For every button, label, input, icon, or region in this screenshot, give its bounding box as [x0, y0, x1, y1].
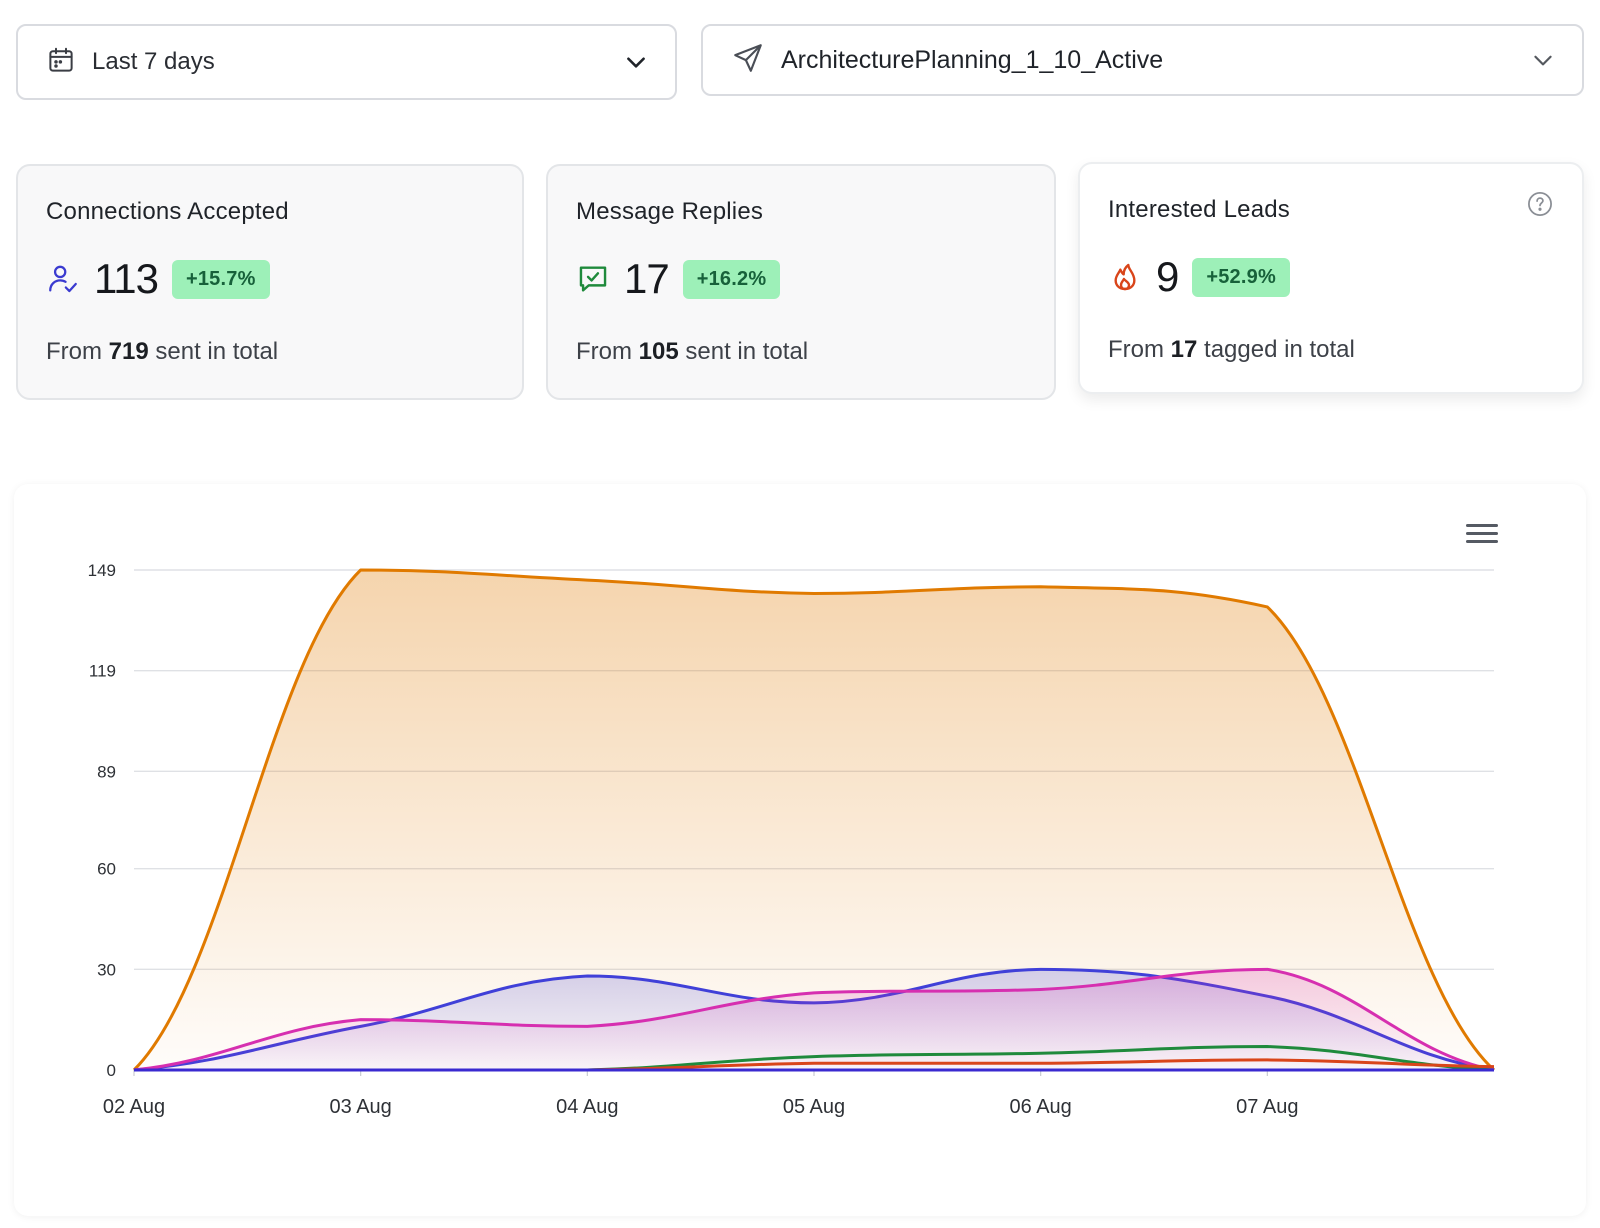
chart-menu-button[interactable] — [1466, 524, 1498, 552]
x-tick-label: 02 Aug — [103, 1096, 165, 1118]
campaign-select[interactable]: ArchitecturePlanning_1_10_Active — [701, 24, 1584, 96]
card-footnote: From 17 tagged in total — [1108, 336, 1355, 363]
x-tick-label: 07 Aug — [1236, 1096, 1298, 1118]
y-tick-label: 149 — [88, 561, 116, 580]
change-badge: +15.7% — [171, 259, 270, 299]
card-title: Message Replies — [576, 198, 764, 225]
series-line — [133, 967, 1495, 1072]
send-icon — [731, 41, 765, 80]
card-title: Interested Leads — [1108, 196, 1290, 223]
date-range-select[interactable]: Last 7 days — [16, 24, 677, 100]
message-check-icon — [576, 262, 610, 296]
flame-icon — [1108, 260, 1142, 294]
x-tick-label: 04 Aug — [556, 1096, 618, 1118]
x-tick-label: 05 Aug — [783, 1096, 845, 1118]
date-range-value: Last 7 days — [92, 48, 215, 75]
campaign-value: ArchitecturePlanning_1_10_Active — [781, 45, 1164, 74]
filter-bar: Last 7 days ArchitecturePlanning_1_10_Ac… — [16, 24, 1584, 100]
change-badge: +16.2% — [682, 259, 781, 299]
chevron-down-icon — [1530, 47, 1556, 73]
calendar-icon — [46, 45, 76, 80]
stat-value: 9 — [1156, 253, 1179, 300]
stat-card-replies: Message Replies 17 +16.2% From 105 sent … — [546, 164, 1056, 400]
card-title: Connections Accepted — [46, 198, 289, 225]
series-line — [132, 568, 1496, 1072]
series-area — [134, 570, 1494, 1070]
activity-chart-panel: 0 30 60 89 119 149 02 Aug 03 Aug 04 Aug 05 Aug 06 … — [14, 484, 1586, 1216]
y-tick-label: 30 — [97, 960, 116, 979]
chevron-down-icon — [623, 49, 649, 75]
activity-chart: 0 30 60 89 119 149 02 Aug 03 Aug 04 Aug 05 Aug 06 … — [88, 561, 1496, 1118]
stat-value: 17 — [624, 255, 670, 302]
y-tick-label: 60 — [97, 860, 116, 879]
series-area — [134, 969, 1494, 1070]
x-tick-label: 06 Aug — [1010, 1096, 1072, 1118]
stat-cards: Connections Accepted 113 +15.7% From 719… — [16, 162, 1584, 400]
help-icon[interactable] — [1526, 190, 1554, 223]
stat-value: 113 — [94, 255, 159, 302]
stat-card-connections: Connections Accepted 113 +15.7% From 719… — [16, 164, 524, 400]
user-check-icon — [46, 262, 80, 296]
y-tick-label: 0 — [107, 1061, 116, 1080]
y-tick-label: 119 — [89, 662, 116, 681]
stat-card-interested-leads: Interested Leads 9 +52.9% From 17 tagged… — [1078, 162, 1584, 394]
card-footnote: From 719 sent in total — [46, 338, 279, 365]
card-footnote: From 105 sent in total — [576, 338, 809, 365]
x-tick-label: 03 Aug — [330, 1096, 392, 1118]
y-tick-label: 89 — [97, 762, 116, 781]
change-badge: +52.9% — [1192, 257, 1290, 297]
